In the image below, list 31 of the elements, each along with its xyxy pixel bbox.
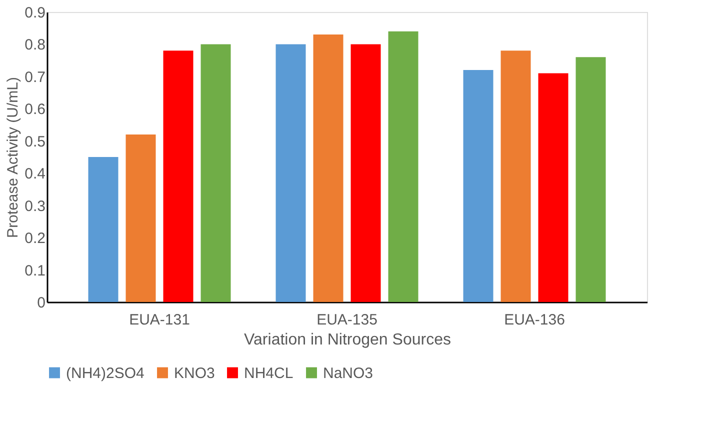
x-tick-label: EUA-136 [504,312,565,328]
y-tick-label: 0.4 [24,166,46,183]
y-tick-label: 0.8 [24,36,46,54]
bar [313,34,344,302]
legend-label: NaNO3 [323,364,374,382]
bar [538,73,568,302]
bar [388,31,418,302]
bar [163,50,194,302]
y-tick-label: 0.9 [24,4,46,22]
y-tick-label: 0.2 [24,230,46,248]
x-tick-label: EUA-135 [316,312,378,328]
x-axis-title: Variation in Nitrogen Sources [244,332,451,348]
y-tick-label: 0.6 [24,101,46,118]
y-tick-label: 0.1 [24,262,46,280]
bar [576,57,606,302]
legend-label: (NH4)2SO4 [66,364,144,382]
y-tick-label: 0.5 [24,133,46,150]
bar [463,70,494,302]
y-tick-label: 0 [37,294,46,312]
bar [276,44,306,302]
y-tick-label: 0.3 [24,198,46,215]
bar [350,44,381,302]
bar [500,50,531,302]
bar [126,134,156,302]
x-tick-label: EUA-131 [129,312,190,328]
y-axis-title: Protease Activity (U/mL) [4,77,22,238]
y-tick-label: 0.7 [24,68,46,86]
legend-label: NH4CL [244,364,294,382]
bar [200,44,231,302]
legend-label: KNO3 [174,364,215,382]
bar [88,157,118,302]
